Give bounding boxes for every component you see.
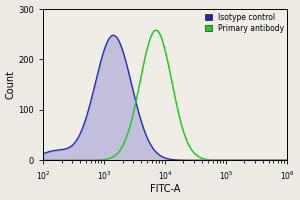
Y-axis label: Count: Count	[6, 70, 16, 99]
X-axis label: FITC-A: FITC-A	[150, 184, 180, 194]
Legend: Isotype control, Primary antibody: Isotype control, Primary antibody	[203, 11, 286, 34]
